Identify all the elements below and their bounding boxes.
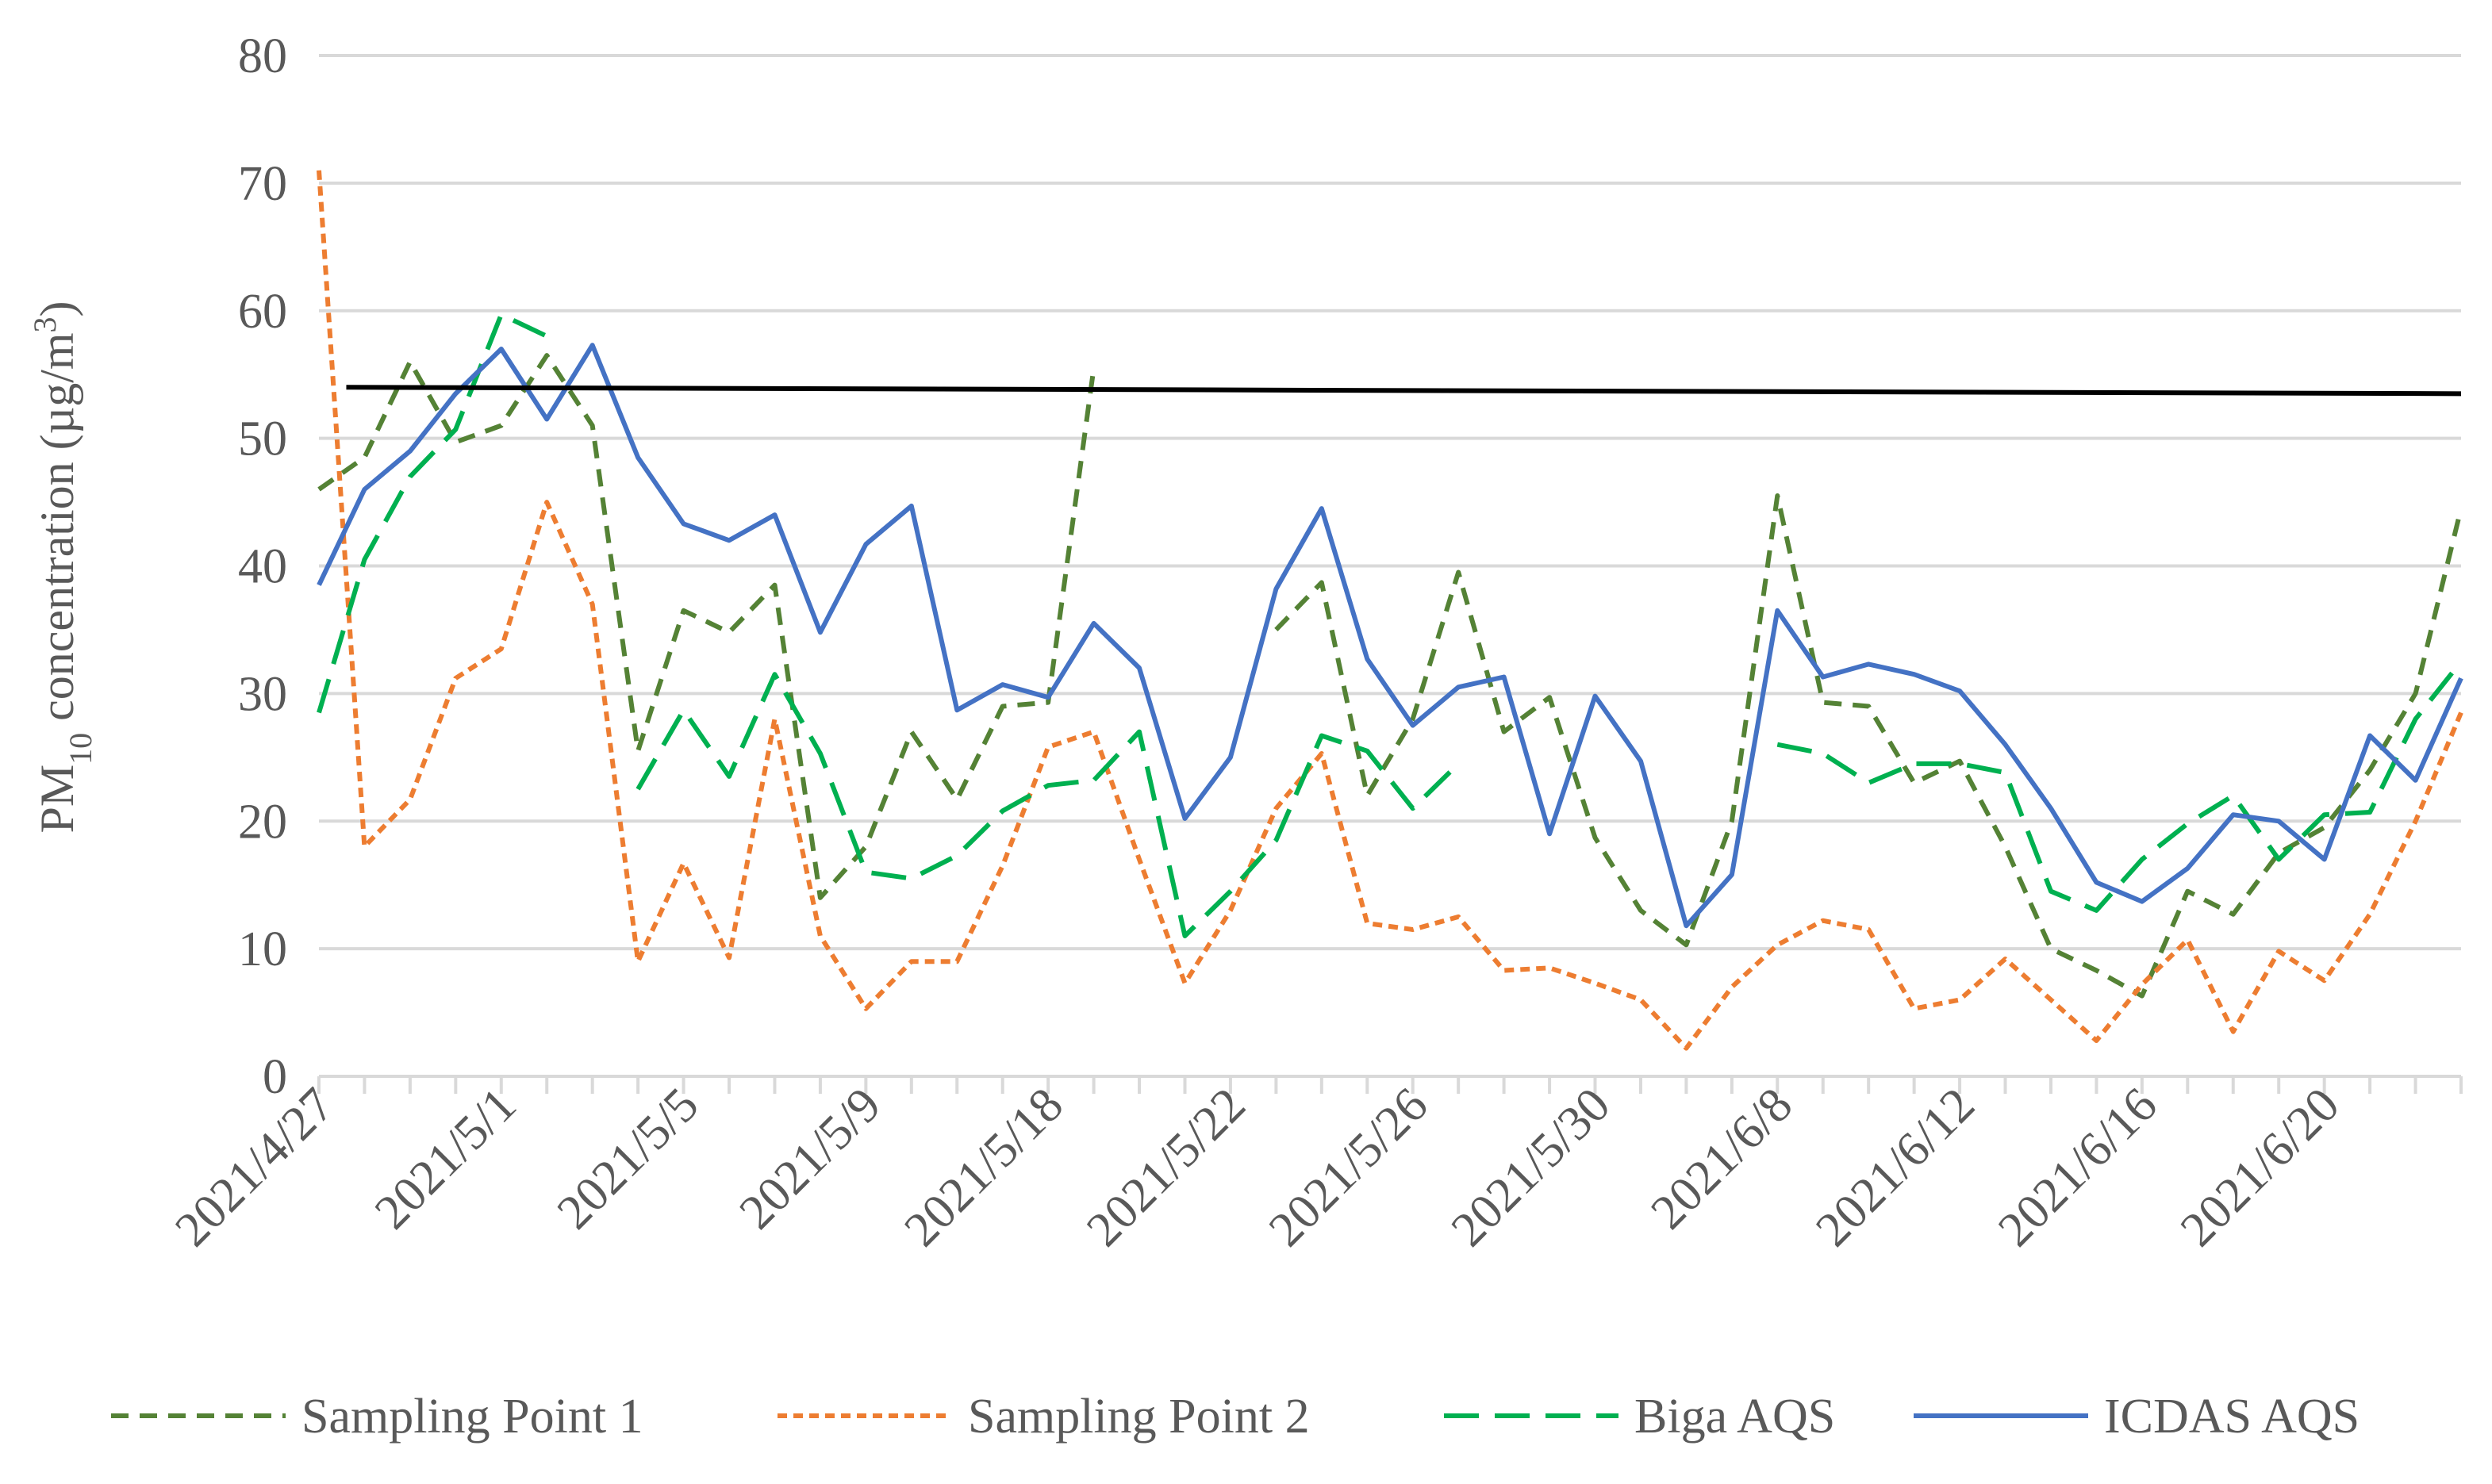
- x-tick-label: 2021/5/30: [1442, 1078, 1621, 1257]
- x-tick-label: 2021/6/20: [2171, 1078, 2350, 1257]
- y-tick-label: 60: [238, 285, 287, 339]
- reference-line: [346, 385, 2462, 397]
- x-tick-label: 2021/6/16: [1988, 1078, 2168, 1257]
- y-tick-label: 40: [238, 540, 287, 594]
- x-tick-label: 2021/5/9: [729, 1078, 891, 1240]
- x-tick-label: 2021/6/8: [1641, 1078, 1803, 1240]
- x-tick-label: 2021/6/12: [1806, 1078, 1985, 1257]
- y-tick-label: 20: [238, 795, 287, 849]
- x-tick-label: 2021/4/27: [165, 1078, 344, 1257]
- series-line: [317, 353, 2463, 999]
- x-tick-label: 2021/5/1: [365, 1078, 527, 1240]
- y-title-part: PM: [31, 765, 83, 834]
- series-line: [317, 343, 2463, 929]
- y-tick-label: 10: [238, 922, 287, 976]
- y-title-part: concentration (µg/m: [31, 332, 83, 732]
- x-tick-label: 2021/5/26: [1259, 1078, 1438, 1257]
- x-tick-label: 2021/5/5: [547, 1078, 709, 1240]
- y-tick-label: 50: [238, 412, 287, 466]
- legend-label: Sampling Point 2: [968, 1390, 1310, 1444]
- x-tick-label: 2021/5/22: [1077, 1078, 1256, 1257]
- series-line: [317, 312, 2463, 938]
- y-tick-label: 0: [263, 1050, 287, 1104]
- y-title-sub: 10: [63, 733, 98, 765]
- y-tick-label: 80: [238, 29, 287, 83]
- y-title-sup: 3: [27, 316, 63, 332]
- y-axis-title: PM10 concentration (µg/m3): [27, 301, 98, 833]
- y-tick-label: 70: [238, 157, 287, 211]
- legend-label: Biga AQS: [1634, 1390, 1835, 1444]
- legend-label: Sampling Point 1: [301, 1390, 643, 1444]
- y-tick-label: 30: [238, 667, 287, 721]
- x-tick-label: 2021/5/18: [894, 1078, 1073, 1257]
- y-title-part: ): [31, 301, 83, 316]
- series-line: [317, 170, 2463, 1051]
- legend-label: ICDAS AQS: [2104, 1390, 2360, 1444]
